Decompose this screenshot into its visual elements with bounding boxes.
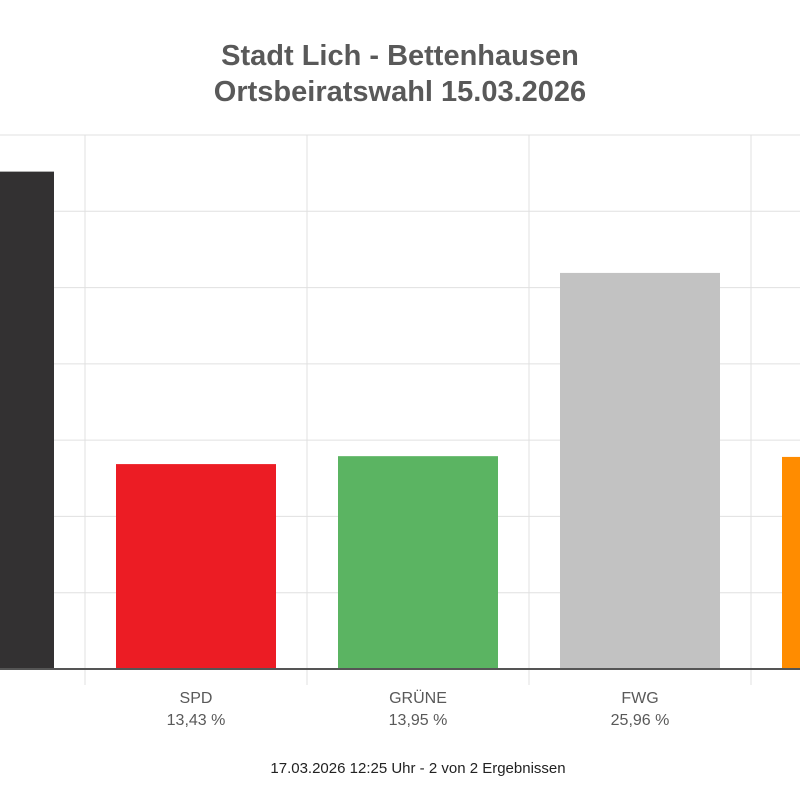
bar-3	[560, 272, 720, 669]
chart-title: Stadt Lich - Bettenhausen Ortsbeiratswah…	[0, 38, 800, 110]
bar-4	[782, 456, 800, 669]
category-labels: SPD GRÜNE FWG	[180, 689, 659, 707]
bar-2	[338, 456, 498, 669]
status-footer: 17.03.2026 12:25 Uhr - 2 von 2 Ergebniss…	[270, 760, 566, 777]
chart-title-line-2: Ortsbeiratswahl 15.03.2026	[213, 76, 587, 108]
bars	[0, 171, 800, 670]
value-label-1: 13,43 %	[167, 712, 226, 729]
category-label-1: SPD	[180, 690, 213, 707]
bar-1	[116, 464, 276, 669]
value-label-2: 13,95 %	[389, 712, 448, 729]
vertical-gridlines	[84, 135, 752, 685]
chart-title-line-1: Stadt Lich - Bettenhausen	[221, 40, 579, 72]
category-label-2: GRÜNE	[389, 689, 447, 707]
value-labels: %13,43 %13,95 %25,96 %	[167, 712, 670, 729]
category-label-3: FWG	[621, 690, 658, 707]
bar-0	[0, 171, 54, 670]
value-label-3: 25,96 %	[611, 712, 670, 729]
